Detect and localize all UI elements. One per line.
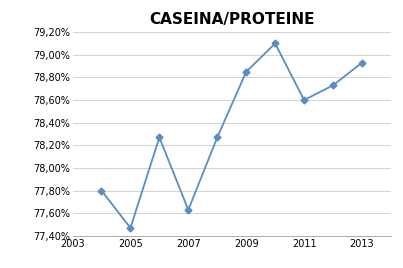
Title: CASEINA/PROTEINE: CASEINA/PROTEINE: [149, 12, 314, 27]
